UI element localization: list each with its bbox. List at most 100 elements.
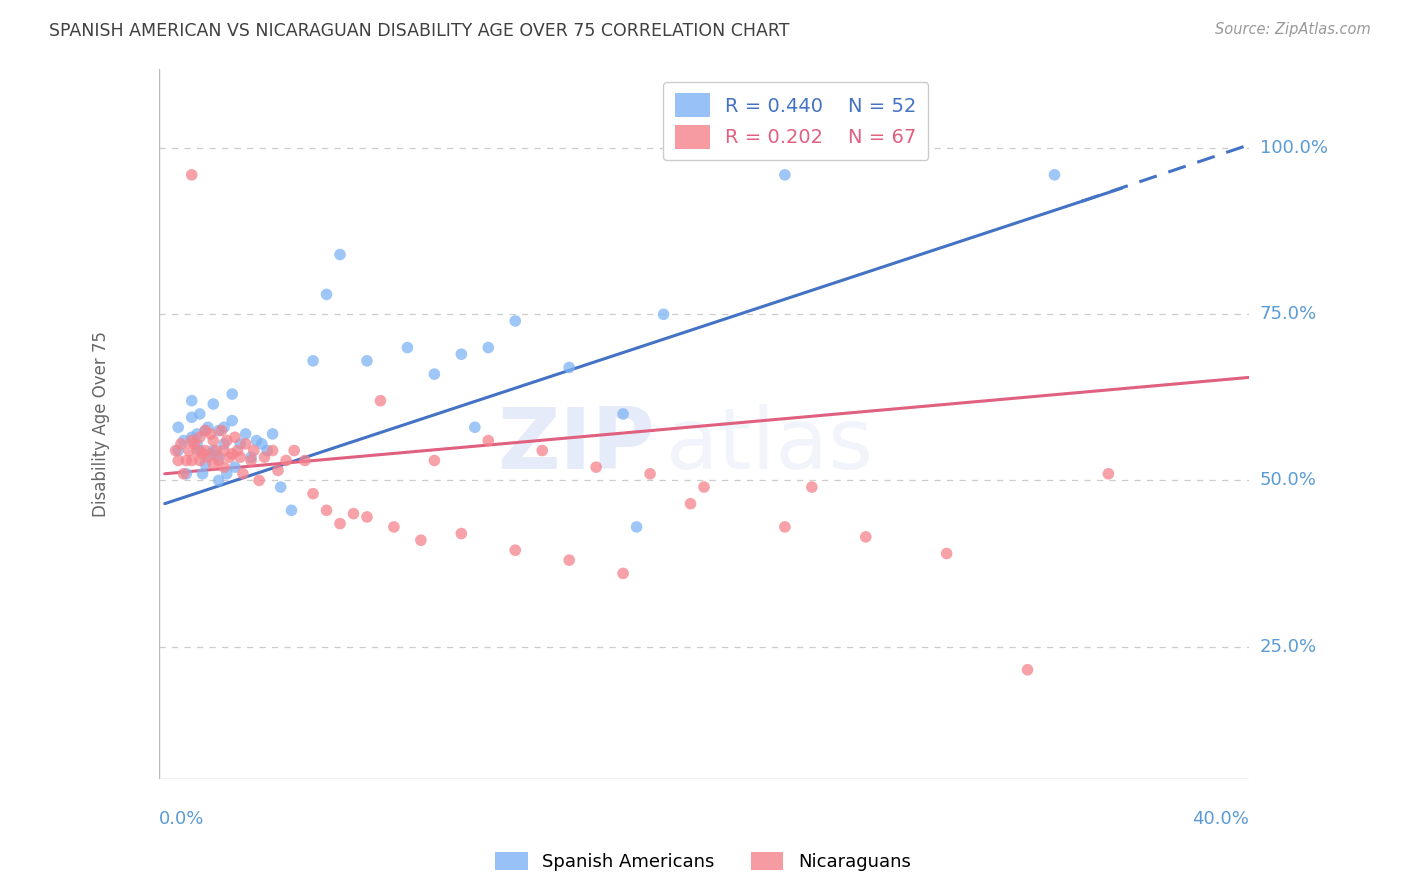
Point bbox=[253, 450, 276, 465]
Point bbox=[229, 437, 252, 451]
Point bbox=[202, 434, 225, 448]
Point bbox=[626, 520, 648, 534]
Point bbox=[218, 450, 240, 465]
Point bbox=[173, 467, 195, 481]
Point bbox=[693, 480, 716, 494]
Point bbox=[464, 420, 486, 434]
Point bbox=[194, 424, 217, 438]
Point bbox=[221, 387, 243, 401]
Point bbox=[208, 453, 231, 467]
Point bbox=[221, 447, 243, 461]
Text: ZIP: ZIP bbox=[498, 404, 655, 487]
Point bbox=[191, 467, 214, 481]
Point bbox=[262, 443, 284, 458]
Point bbox=[224, 430, 246, 444]
Text: 100.0%: 100.0% bbox=[1260, 139, 1327, 157]
Point bbox=[229, 450, 252, 465]
Point bbox=[450, 347, 472, 361]
Point bbox=[212, 437, 235, 451]
Point bbox=[176, 467, 198, 481]
Point bbox=[773, 168, 796, 182]
Point bbox=[356, 354, 378, 368]
Point bbox=[188, 453, 211, 467]
Point bbox=[208, 450, 231, 465]
Point bbox=[215, 467, 238, 481]
Point bbox=[370, 393, 392, 408]
Point bbox=[212, 443, 235, 458]
Point bbox=[503, 314, 526, 328]
Point bbox=[194, 457, 217, 471]
Text: Source: ZipAtlas.com: Source: ZipAtlas.com bbox=[1215, 22, 1371, 37]
Point bbox=[396, 341, 419, 355]
Point bbox=[558, 553, 581, 567]
Point bbox=[173, 434, 195, 448]
Point bbox=[242, 443, 264, 458]
Text: 40.0%: 40.0% bbox=[1192, 810, 1249, 828]
Point bbox=[194, 443, 217, 458]
Point bbox=[194, 424, 217, 438]
Point bbox=[329, 516, 352, 531]
Legend: R = 0.440    N = 52, R = 0.202    N = 67: R = 0.440 N = 52, R = 0.202 N = 67 bbox=[664, 82, 928, 161]
Point bbox=[247, 474, 270, 488]
Text: SPANISH AMERICAN VS NICARAGUAN DISABILITY AGE OVER 75 CORRELATION CHART: SPANISH AMERICAN VS NICARAGUAN DISABILIT… bbox=[49, 22, 790, 40]
Point bbox=[274, 453, 297, 467]
Legend: Spanish Americans, Nicaraguans: Spanish Americans, Nicaraguans bbox=[488, 845, 918, 879]
Point bbox=[197, 420, 219, 434]
Text: Disability Age Over 75: Disability Age Over 75 bbox=[93, 331, 110, 517]
Point bbox=[382, 520, 405, 534]
Point bbox=[315, 503, 337, 517]
Point bbox=[208, 474, 231, 488]
Point bbox=[240, 450, 263, 465]
Point bbox=[170, 437, 193, 451]
Point bbox=[652, 307, 675, 321]
Point bbox=[188, 430, 211, 444]
Point bbox=[409, 533, 432, 548]
Point bbox=[612, 407, 634, 421]
Point bbox=[200, 426, 222, 441]
Point bbox=[250, 437, 273, 451]
Point bbox=[167, 443, 190, 458]
Point bbox=[180, 393, 202, 408]
Text: 50.0%: 50.0% bbox=[1260, 472, 1316, 490]
Point bbox=[186, 426, 208, 441]
Point bbox=[935, 547, 957, 561]
Text: 75.0%: 75.0% bbox=[1260, 305, 1317, 323]
Point bbox=[209, 424, 232, 438]
Point bbox=[180, 453, 202, 467]
Point bbox=[180, 410, 202, 425]
Text: atlas: atlas bbox=[666, 404, 875, 487]
Point bbox=[240, 453, 263, 467]
Point bbox=[224, 460, 246, 475]
Point bbox=[262, 426, 284, 441]
Point bbox=[180, 434, 202, 448]
Point bbox=[191, 447, 214, 461]
Point bbox=[177, 443, 200, 458]
Point bbox=[329, 247, 352, 261]
Point bbox=[232, 467, 254, 481]
Point bbox=[176, 453, 198, 467]
Point bbox=[205, 443, 228, 458]
Point bbox=[212, 460, 235, 475]
Point bbox=[342, 507, 364, 521]
Point bbox=[202, 397, 225, 411]
Point bbox=[215, 434, 238, 448]
Point bbox=[855, 530, 877, 544]
Point bbox=[302, 486, 325, 500]
Point bbox=[531, 443, 554, 458]
Point bbox=[267, 463, 290, 477]
Point bbox=[283, 443, 305, 458]
Point bbox=[302, 354, 325, 368]
Point bbox=[208, 424, 231, 438]
Point bbox=[315, 287, 337, 301]
Point bbox=[188, 443, 211, 458]
Point bbox=[280, 503, 302, 517]
Point bbox=[202, 443, 225, 458]
Point bbox=[773, 520, 796, 534]
Point bbox=[180, 168, 202, 182]
Point bbox=[221, 414, 243, 428]
Point bbox=[226, 443, 249, 458]
Point bbox=[1017, 663, 1039, 677]
Point bbox=[1043, 168, 1066, 182]
Point bbox=[197, 450, 219, 465]
Point bbox=[167, 453, 190, 467]
